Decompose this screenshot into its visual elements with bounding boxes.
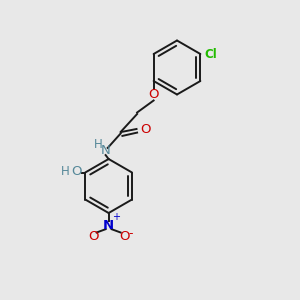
Text: N: N	[103, 219, 114, 232]
Text: O: O	[148, 88, 159, 101]
Text: H: H	[94, 138, 103, 152]
Text: N: N	[101, 143, 110, 157]
Text: O: O	[119, 230, 130, 243]
Text: O: O	[140, 122, 151, 136]
Text: O: O	[71, 164, 82, 178]
Text: -: -	[129, 226, 133, 240]
Text: Cl: Cl	[204, 47, 217, 61]
Text: H: H	[61, 164, 70, 178]
Text: O: O	[88, 230, 98, 243]
Text: +: +	[112, 212, 120, 222]
